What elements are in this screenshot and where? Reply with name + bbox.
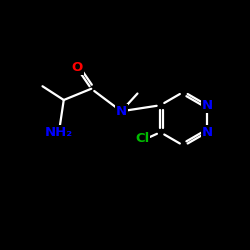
Text: N: N — [202, 99, 213, 112]
Text: Cl: Cl — [135, 132, 149, 145]
Text: NH₂: NH₂ — [45, 126, 73, 139]
Text: N: N — [202, 126, 213, 139]
Text: O: O — [72, 61, 83, 74]
Text: N: N — [116, 105, 127, 118]
